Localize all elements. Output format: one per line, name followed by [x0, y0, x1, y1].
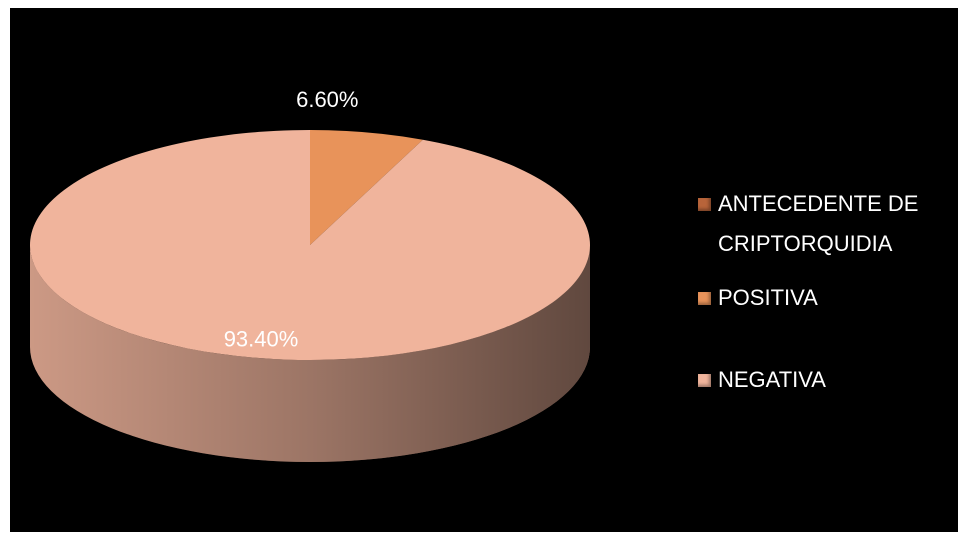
- legend-title: ANTECEDENTE DE CRIPTORQUIDIA: [696, 184, 958, 264]
- legend-marker: [698, 374, 711, 387]
- legend-label: POSITIVA: [718, 285, 818, 310]
- legend-label: NEGATIVA: [718, 367, 826, 392]
- legend-entry: NEGATIVA: [696, 360, 958, 400]
- slice: [310, 130, 423, 245]
- legend-marker: [698, 292, 711, 305]
- legend-title-text: ANTECEDENTE DE CRIPTORQUIDIA: [718, 191, 919, 256]
- value-label: 6.60%: [296, 87, 358, 112]
- side-shade: [30, 245, 590, 462]
- value-label: 93.40%: [224, 326, 299, 351]
- legend: ANTECEDENTE DE CRIPTORQUIDIA POSITIVA NEG…: [696, 184, 958, 400]
- legend-entry: POSITIVA: [696, 278, 958, 318]
- slice: [30, 130, 591, 360]
- legend-title-marker: [698, 198, 711, 211]
